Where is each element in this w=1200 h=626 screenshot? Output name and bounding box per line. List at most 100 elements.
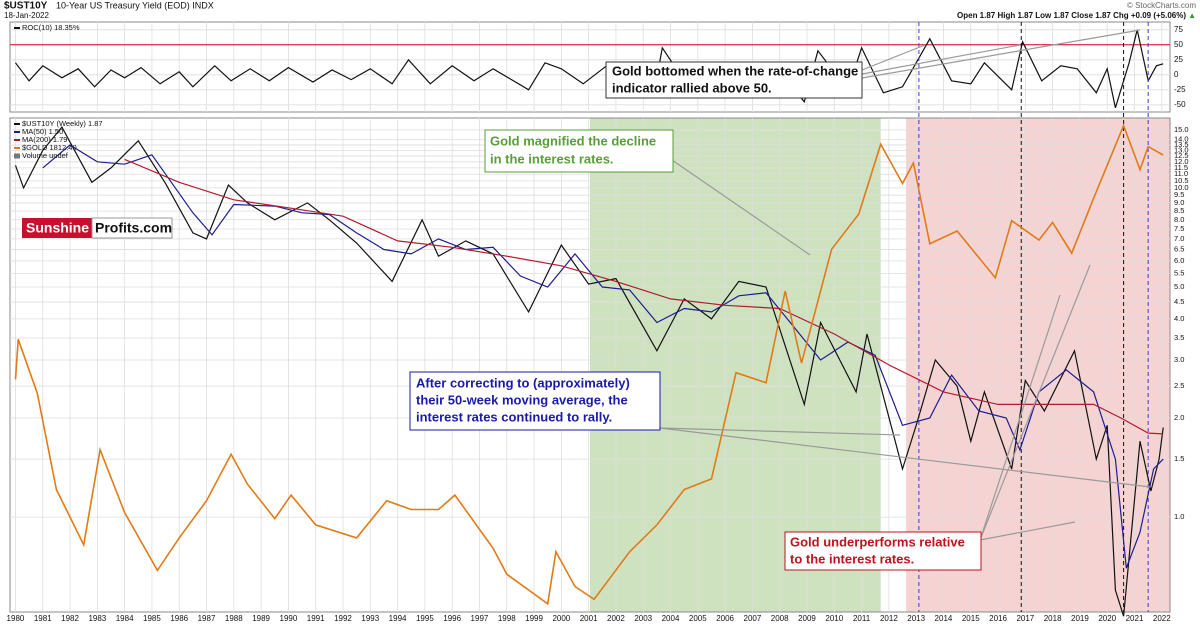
- x-tick-label: 1984: [116, 614, 134, 623]
- annotation-box: [784, 531, 982, 571]
- x-tick-label: 2019: [1071, 614, 1089, 623]
- y-tick-label: 15.0: [1174, 125, 1189, 134]
- x-tick-label: 1997: [471, 614, 489, 623]
- y-tick-label: 7.5: [1174, 224, 1184, 233]
- annotation: Gold magnified the decline: [490, 133, 656, 148]
- x-tick-label: 2018: [1044, 614, 1062, 623]
- annotation-box: [605, 61, 863, 99]
- y-tick-label: 8.0: [1174, 215, 1184, 224]
- x-tick-label: 1985: [143, 614, 161, 623]
- symbol: $UST10Y: [4, 1, 48, 12]
- callout-line: [861, 44, 926, 71]
- x-tick-label: 2008: [771, 614, 789, 623]
- callout-line: [861, 44, 1021, 75]
- x-tick-label: 2009: [798, 614, 816, 623]
- annotation: in the interest rates.: [490, 151, 614, 166]
- logo-box: [22, 218, 92, 238]
- y-tick-label: 8.5: [1174, 206, 1184, 215]
- y-tick-label: 7.0: [1174, 234, 1184, 243]
- y-tick-label: 50: [1174, 40, 1183, 49]
- logo-box: [91, 217, 173, 239]
- y-tick-label: -50: [1174, 100, 1186, 109]
- annotation: Gold bottomed when the rate-of-change: [612, 63, 858, 78]
- x-tick-label: 2016: [989, 614, 1007, 623]
- y-tick-label: 10.5: [1174, 176, 1189, 185]
- x-tick-label: 2012: [880, 614, 898, 623]
- x-tick-label: 1994: [389, 614, 407, 623]
- y-tick-label: 11.5: [1174, 163, 1188, 172]
- annotation-box: [484, 129, 674, 173]
- x-tick-label: 1981: [34, 614, 52, 623]
- x-tick-label: 2020: [1098, 614, 1116, 623]
- x-tick-label: 2015: [962, 614, 980, 623]
- y-tick-label: 12.5: [1174, 151, 1189, 160]
- plot-frame: [9, 21, 1171, 113]
- y-tick-label: 12.0: [1174, 157, 1189, 166]
- x-tick-label: 2000: [552, 614, 570, 623]
- x-tick-label: 2005: [689, 614, 707, 623]
- y-tick-label: 3.0: [1174, 355, 1184, 364]
- y-tick-label: 13.5: [1174, 140, 1189, 149]
- under-layer: [9, 21, 1171, 613]
- x-tick-label: 1987: [198, 614, 216, 623]
- callouts: [659, 29, 1151, 541]
- series-line: [42, 144, 1164, 569]
- date: 18-Jan-2022: [4, 11, 49, 20]
- annotation: indicator rallied above 50.: [612, 80, 772, 95]
- x-tick-label: 2002: [607, 614, 625, 623]
- y-tick-label: 25: [1174, 55, 1183, 64]
- y-tick-label: 5.0: [1174, 282, 1184, 291]
- logo-part1: Sunshine: [26, 220, 89, 236]
- legend-label: MA(200) 1.79: [22, 135, 67, 144]
- y-tick-label: 1.0: [1174, 512, 1184, 521]
- mark-layer: [10, 22, 1170, 617]
- over-layer: $UST10Y 10-Year US Treasury Yield (EOD) …: [4, 0, 1196, 623]
- y-tick-label: 6.0: [1174, 256, 1184, 265]
- y-tick-label: 11.0: [1174, 169, 1188, 178]
- quote: Open 1.87 High 1.87 Low 1.87 Close 1.87 …: [957, 11, 1186, 20]
- x-tick-label: 1986: [170, 614, 188, 623]
- y-tick-label: 4.5: [1174, 297, 1184, 306]
- x-tick-label: 2010: [825, 614, 843, 623]
- y-tick-label: 0: [1174, 70, 1179, 79]
- callout-line: [659, 427, 901, 436]
- callout-line: [861, 29, 1141, 79]
- x-tick-label: 1990: [280, 614, 298, 623]
- y-tick-label: 14.0: [1174, 135, 1189, 144]
- x-tick-label: 1998: [498, 614, 516, 623]
- y-tick-label: 9.0: [1174, 198, 1184, 207]
- x-tick-label: 1995: [416, 614, 434, 623]
- shaded-region: [906, 118, 1170, 612]
- legend-swatch: [14, 153, 20, 159]
- y-tick-label: 2.0: [1174, 413, 1184, 422]
- y-tick-label: 5.5: [1174, 268, 1184, 277]
- x-tick-label: 1996: [443, 614, 461, 623]
- x-tick-label: 1983: [88, 614, 106, 623]
- change-arrow: ▲: [1188, 11, 1196, 20]
- y-tick-label: 75: [1174, 25, 1183, 34]
- legend-label: MA(50) 1.50: [22, 127, 63, 136]
- callout-line: [671, 159, 811, 256]
- annotation: After correcting to (approximately): [416, 375, 630, 390]
- x-tick-label: 2014: [935, 614, 953, 623]
- shaded-region: [590, 118, 881, 612]
- copyright: © StockCharts.com: [1127, 1, 1196, 10]
- x-tick-label: 1988: [225, 614, 243, 623]
- x-tick-label: 2003: [634, 614, 652, 623]
- annotation: interest rates continued to rally.: [416, 409, 612, 424]
- series-line: [14, 126, 1164, 617]
- annotation: to the interest rates.: [790, 551, 914, 566]
- subtitle: 10-Year US Treasury Yield (EOD) INDX: [56, 0, 214, 10]
- legend-label: $UST10Y (Weekly) 1.87: [22, 119, 103, 128]
- legend-label: $GOLD 1812.40: [22, 143, 77, 152]
- x-tick-label: 1999: [525, 614, 543, 623]
- y-tick-label: 2.5: [1174, 381, 1184, 390]
- callout-line: [979, 521, 1076, 541]
- x-tick-label: 2007: [744, 614, 762, 623]
- x-tick-label: 1989: [252, 614, 270, 623]
- x-tick-label: 2022: [1153, 614, 1171, 623]
- x-tick-label: 1980: [7, 614, 25, 623]
- y-tick-label: 1.5: [1174, 454, 1184, 463]
- callout-line: [979, 294, 1061, 541]
